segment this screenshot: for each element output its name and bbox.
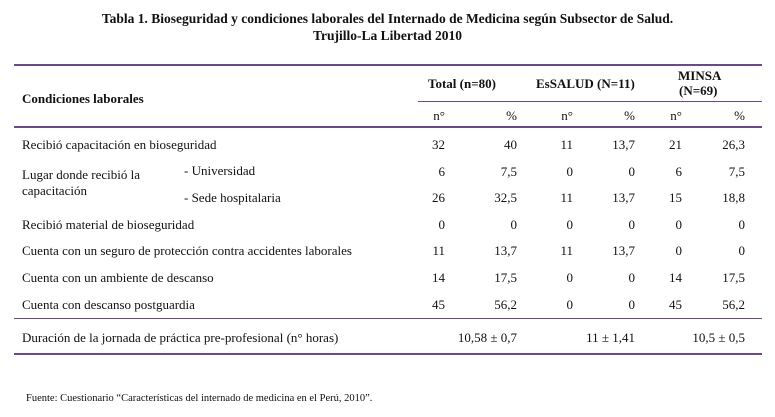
row-label: Lugar donde recibió la [22,167,141,182]
cell-pct-minsa: 17,5 [722,270,745,285]
table-subtitle: Trujillo-La Libertad 2010 [312,28,462,43]
source-note: Fuente: Cuestionario “Características de… [26,393,373,404]
cell-n-essalud: 11 [560,137,573,152]
row-label: Cuenta con un ambiente de descanso [22,270,214,285]
cell-pct-total: 0 [510,217,518,232]
cell-pct-total: 13,7 [494,243,517,258]
cell-pct-essalud: 0 [628,270,636,285]
cell-pct-essalud: 0 [628,297,636,312]
cell-n-minsa: 15 [669,190,682,205]
cell-n-total: 11 [432,243,445,258]
cell-pct-minsa: 0 [738,217,746,232]
duration-rule [14,318,762,319]
cell-pct-essalud: 13,7 [612,243,635,258]
duration-label: Duración de la jornada de práctica pre-p… [22,330,339,345]
bottom-rule [14,353,762,355]
duration-essalud: 11 ± 1,41 [586,330,635,345]
cell-pct-total: 32,5 [494,190,517,205]
row-label: Cuenta con un seguro de protección contr… [22,243,352,258]
column-header-minsa-n: (N=69) [679,83,718,98]
cell-n-total: 32 [432,137,445,152]
cell-n-essalud: 0 [566,297,574,312]
row-label: Recibió material de bioseguridad [22,217,195,232]
cell-n-total: 0 [438,217,446,232]
column-header-total: Total (n=80) [428,76,496,91]
cell-pct-essalud: 0 [628,217,636,232]
row-sublabel: - Sede hospitalaria [184,190,281,205]
cell-n-minsa: 45 [669,297,682,312]
row-sublabel: - Universidad [184,163,256,178]
cell-pct-minsa: 7,5 [728,164,745,179]
subheader-pct-total: % [506,108,517,123]
cell-pct-total: 7,5 [500,164,517,179]
cell-pct-essalud: 13,7 [612,190,635,205]
cell-pct-minsa: 26,3 [722,137,745,152]
duration-minsa: 10,5 ± 0,5 [692,330,745,345]
row-label-continued: capacitación [22,183,87,198]
cell-pct-minsa: 56,2 [722,297,745,312]
cell-n-minsa: 6 [675,164,683,179]
cell-pct-essalud: 0 [628,164,636,179]
row-label: Recibió capacitación en bioseguridad [22,137,217,152]
cell-n-total: 26 [432,190,445,205]
subheader-pct-minsa: % [734,108,745,123]
cell-n-essalud: 0 [566,270,574,285]
column-header-essalud: EsSALUD (N=11) [536,76,635,91]
cell-pct-total: 56,2 [494,297,517,312]
duration-total: 10,58 ± 0,7 [457,330,517,345]
subheader-n-total: n° [433,108,445,123]
cell-pct-total: 17,5 [494,270,517,285]
cell-pct-minsa: 0 [738,243,746,258]
cell-n-essalud: 0 [566,217,574,232]
cell-n-total: 6 [438,164,446,179]
cell-n-minsa: 21 [669,137,682,152]
column-header-condiciones: Condiciones laborales [22,91,144,106]
header-bottom-rule [14,126,762,128]
table-title: Tabla 1. Bioseguridad y condiciones labo… [101,11,674,26]
cell-n-essalud: 0 [566,164,574,179]
cell-n-total: 14 [432,270,445,285]
cell-n-total: 45 [432,297,445,312]
subheader-pct-essalud: % [624,108,635,123]
cell-pct-essalud: 13,7 [612,137,635,152]
top-rule [14,64,762,66]
cell-n-essalud: 11 [560,243,573,258]
cell-pct-total: 40 [504,137,517,152]
cell-n-minsa: 0 [675,217,683,232]
header-subrule [418,101,762,102]
subheader-n-minsa: n° [670,108,682,123]
subheader-n-essalud: n° [561,108,573,123]
cell-n-minsa: 14 [669,270,682,285]
row-label: Cuenta con descanso postguardia [22,297,195,312]
cell-pct-minsa: 18,8 [722,190,745,205]
cell-n-essalud: 11 [560,190,573,205]
cell-n-minsa: 0 [675,243,683,258]
column-header-minsa: MINSA [678,68,722,83]
